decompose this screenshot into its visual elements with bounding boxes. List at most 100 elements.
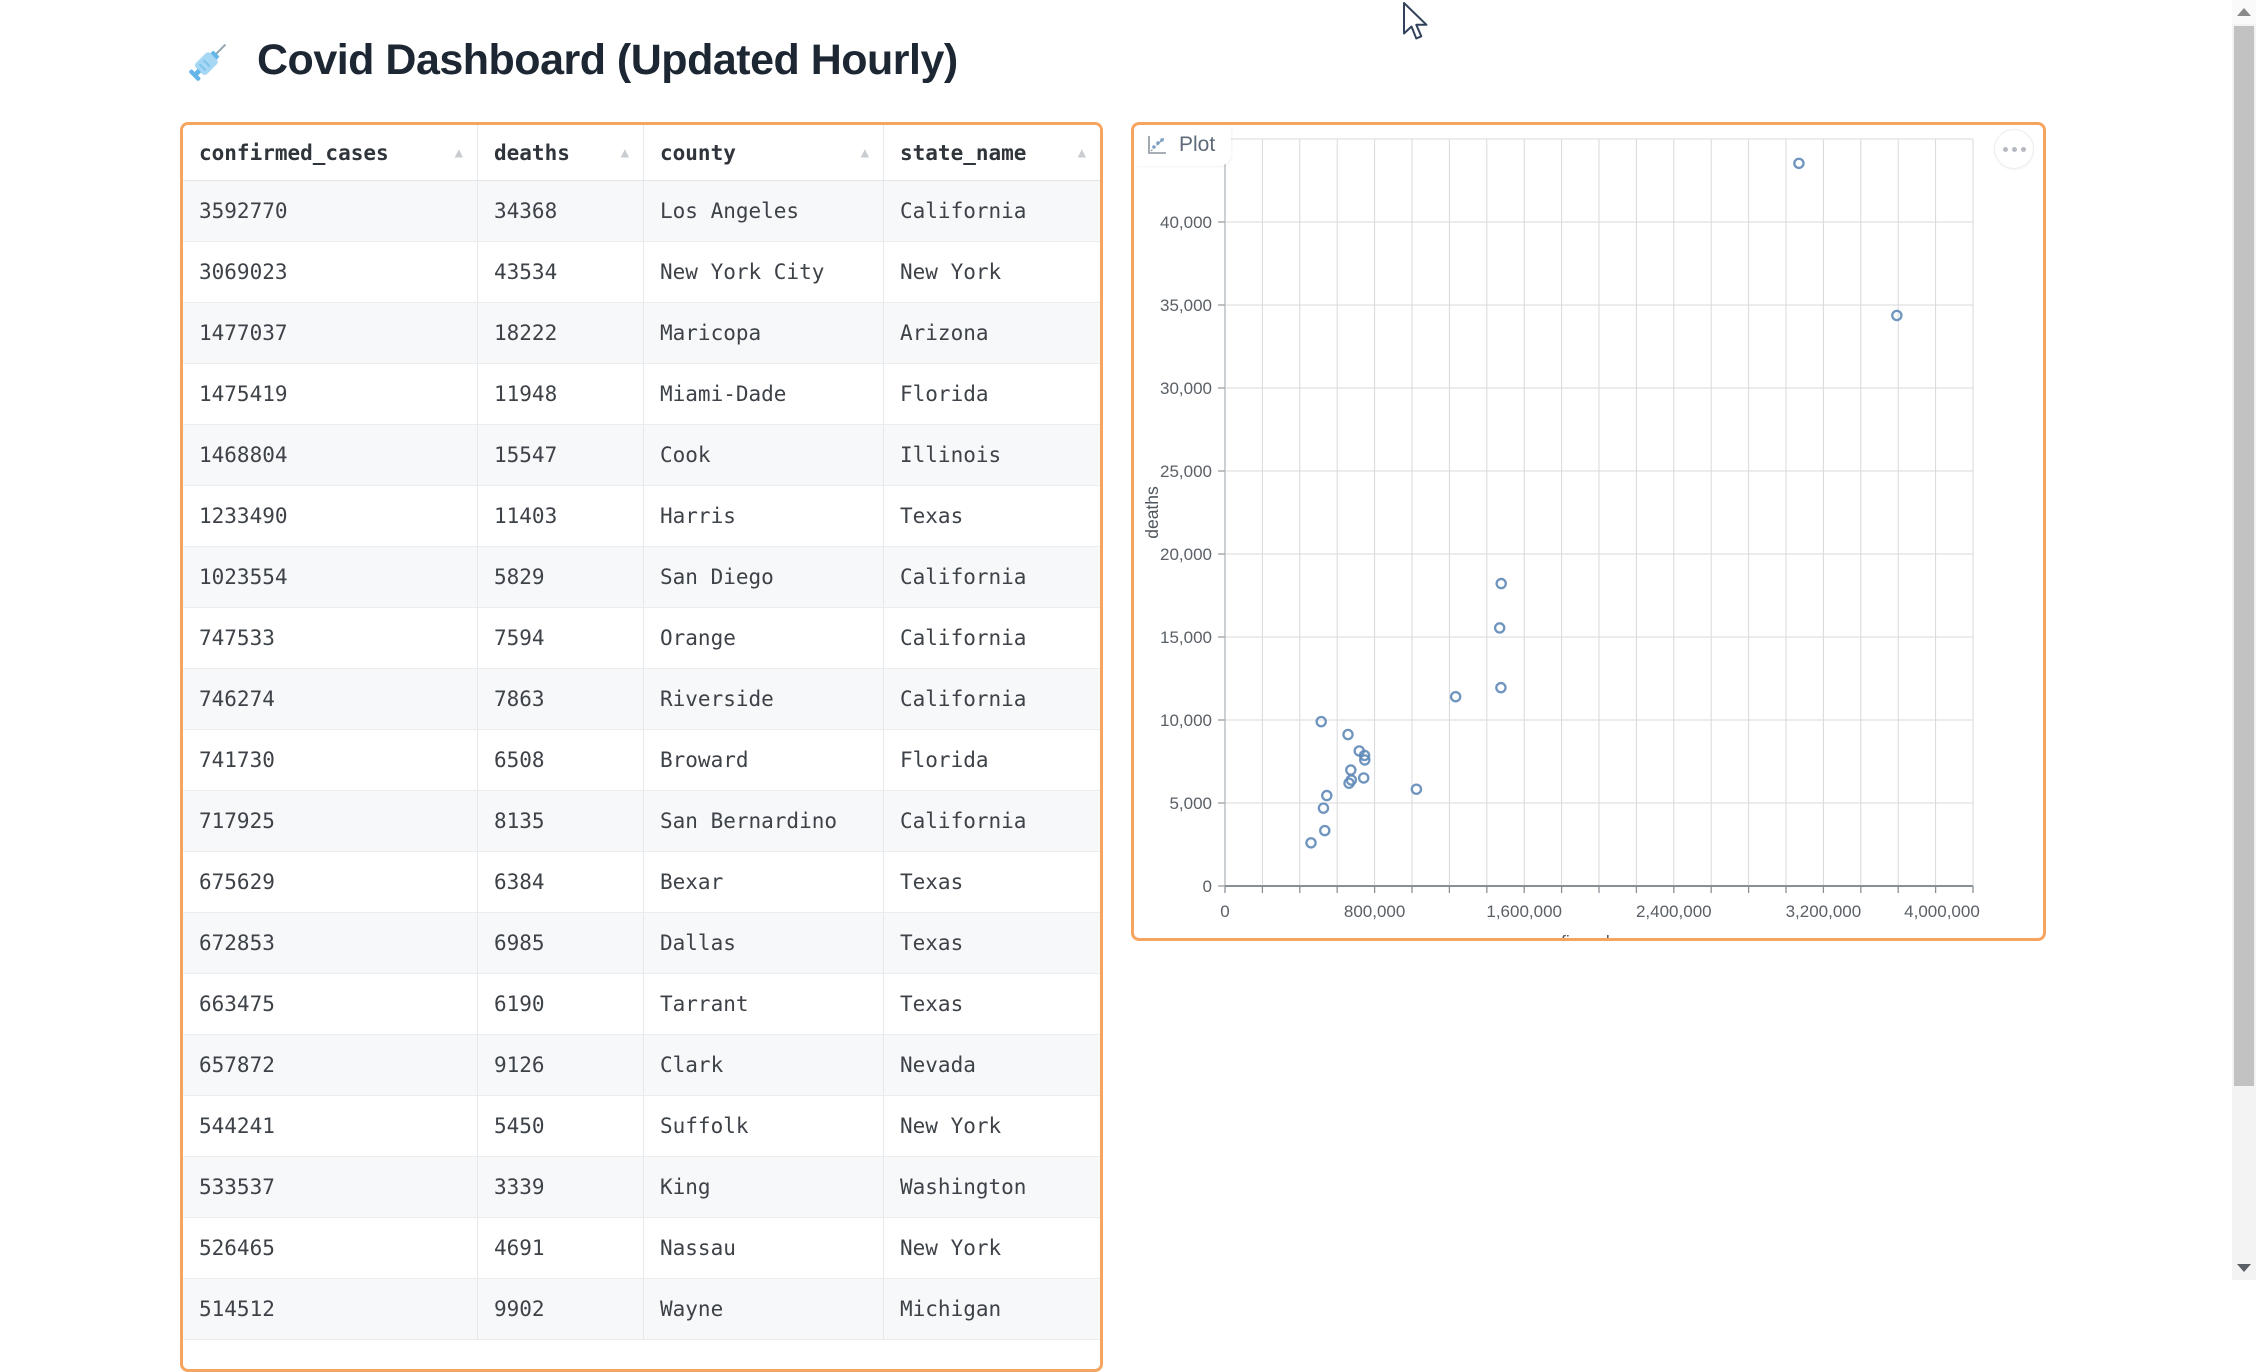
table-cell: 1475419	[183, 364, 478, 424]
column-header-label: county	[660, 140, 736, 165]
svg-text:5,000: 5,000	[1169, 794, 1212, 813]
column-header-county[interactable]: county ▲	[644, 125, 884, 180]
svg-text:40,000: 40,000	[1160, 213, 1212, 232]
plot-tab-label: Plot	[1179, 133, 1216, 156]
table-cell: Orange	[644, 608, 884, 668]
page-header: Covid Dashboard (Updated Hourly)	[186, 36, 958, 85]
table-cell: 657872	[183, 1035, 478, 1095]
svg-text:30,000: 30,000	[1160, 379, 1212, 398]
table-cell: 11403	[478, 486, 644, 546]
svg-text:0: 0	[1203, 877, 1212, 896]
table-row: 675629 6384 Bexar Texas	[183, 852, 1100, 913]
table-cell: 6190	[478, 974, 644, 1034]
svg-text:20,000: 20,000	[1160, 545, 1212, 564]
table-cell: Nassau	[644, 1218, 884, 1278]
plot-tab[interactable]: Plot	[1136, 126, 1232, 166]
table-cell: 43534	[478, 242, 644, 302]
table-cell: 3339	[478, 1157, 644, 1217]
table-cell: 526465	[183, 1218, 478, 1278]
table-row: 746274 7863 Riverside California	[183, 669, 1100, 730]
table-cell: 8135	[478, 791, 644, 851]
table-cell: California	[900, 687, 1027, 711]
table-cell: Nevada	[900, 1053, 976, 1077]
table-cell: Miami-Dade	[644, 364, 884, 424]
table-cell: Los Angeles	[644, 181, 884, 241]
table-cell: 5450	[478, 1096, 644, 1156]
table-row: 533537 3339 King Washington	[183, 1157, 1100, 1218]
svg-text:confirmed_cases: confirmed_cases	[1533, 932, 1666, 938]
table-cell: 7594	[478, 608, 644, 668]
table-cell: Tarrant	[644, 974, 884, 1034]
table-cell: San Bernardino	[644, 791, 884, 851]
table-cell: 1477037	[183, 303, 478, 363]
table-row: 663475 6190 Tarrant Texas	[183, 974, 1100, 1035]
table-row: 1233490 11403 Harris Texas	[183, 486, 1100, 547]
table-cell: 3592770	[183, 181, 478, 241]
table-cell: 34368	[478, 181, 644, 241]
scrollbar-down-arrow-icon[interactable]	[2232, 1256, 2256, 1280]
column-header-confirmed_cases[interactable]: confirmed_cases ▲	[183, 125, 478, 180]
table-header-row: confirmed_cases ▲ deaths ▲ county ▲ state_name…	[183, 125, 1100, 181]
table-cell: 15547	[478, 425, 644, 485]
sort-arrow-icon: ▲	[454, 144, 463, 161]
svg-text:1,600,000: 1,600,000	[1486, 902, 1562, 921]
table-cell: 18222	[478, 303, 644, 363]
table-cell: New York	[900, 260, 1002, 284]
table-cell: California	[900, 626, 1027, 650]
table-cell: 6384	[478, 852, 644, 912]
table-cell: Michigan	[900, 1297, 1002, 1321]
table-cell: 3069023	[183, 242, 478, 302]
table-cell: 663475	[183, 974, 478, 1034]
table-cell: Illinois	[900, 443, 1002, 467]
table-body: 3592770 34368 Los Angeles California 3069023…	[183, 181, 1100, 1340]
table-cell: 544241	[183, 1096, 478, 1156]
table-row: 672853 6985 Dallas Texas	[183, 913, 1100, 974]
table-cell: 9126	[478, 1035, 644, 1095]
page-scrollbar[interactable]	[2232, 0, 2256, 1280]
column-header-label: deaths	[494, 140, 570, 165]
table-cell: 717925	[183, 791, 478, 851]
table-cell: 11948	[478, 364, 644, 424]
table-cell: Florida	[900, 748, 989, 772]
table-cell: 747533	[183, 608, 478, 668]
table-cell: Suffolk	[644, 1096, 884, 1156]
table-cell: 1233490	[183, 486, 478, 546]
column-header-state_name[interactable]: state_name ▲	[884, 125, 1100, 180]
column-header-deaths[interactable]: deaths ▲	[478, 125, 644, 180]
table-cell: Texas	[900, 992, 964, 1016]
sort-arrow-icon: ▲	[620, 144, 629, 161]
table-cell: 6985	[478, 913, 644, 973]
table-cell: Cook	[644, 425, 884, 485]
ellipsis-icon[interactable]	[1994, 129, 2034, 169]
table-cell: 4691	[478, 1218, 644, 1278]
table-row: 3069023 43534 New York City New York	[183, 242, 1100, 303]
scatter-chart-icon	[1148, 136, 1166, 154]
column-header-label: state_name	[900, 140, 1027, 165]
svg-text:10,000: 10,000	[1160, 711, 1212, 730]
sort-arrow-icon: ▲	[1077, 144, 1086, 161]
sort-arrow-icon: ▲	[860, 144, 869, 161]
table-cell: 6508	[478, 730, 644, 790]
table-row: 1468804 15547 Cook Illinois	[183, 425, 1100, 486]
table-cell: King	[644, 1157, 884, 1217]
page-title: Covid Dashboard (Updated Hourly)	[257, 36, 958, 84]
scrollbar-up-arrow-icon[interactable]	[2232, 0, 2256, 24]
table-cell: Wayne	[644, 1279, 884, 1339]
svg-text:deaths: deaths	[1142, 486, 1162, 539]
svg-text:0: 0	[1220, 902, 1229, 921]
table-cell: 675629	[183, 852, 478, 912]
scrollbar-thumb[interactable]	[2234, 26, 2254, 1086]
table-cell: Riverside	[644, 669, 884, 729]
table-cell: Washington	[900, 1175, 1027, 1199]
table-cell: Texas	[900, 504, 964, 528]
plot-panel: Plot 0 800,000 1,600,000 2,400,000 3,200,000…	[1131, 122, 2046, 941]
table-cell: Florida	[900, 382, 989, 406]
table-row: 1475419 11948 Miami-Dade Florida	[183, 364, 1100, 425]
column-header-label: confirmed_cases	[199, 140, 389, 165]
table-cell: Maricopa	[644, 303, 884, 363]
table-cell: 1468804	[183, 425, 478, 485]
table-cell: 746274	[183, 669, 478, 729]
mouse-cursor-icon	[1403, 2, 1428, 40]
table-row: 514512 9902 Wayne Michigan	[183, 1279, 1100, 1340]
table-row: 657872 9126 Clark Nevada	[183, 1035, 1100, 1096]
